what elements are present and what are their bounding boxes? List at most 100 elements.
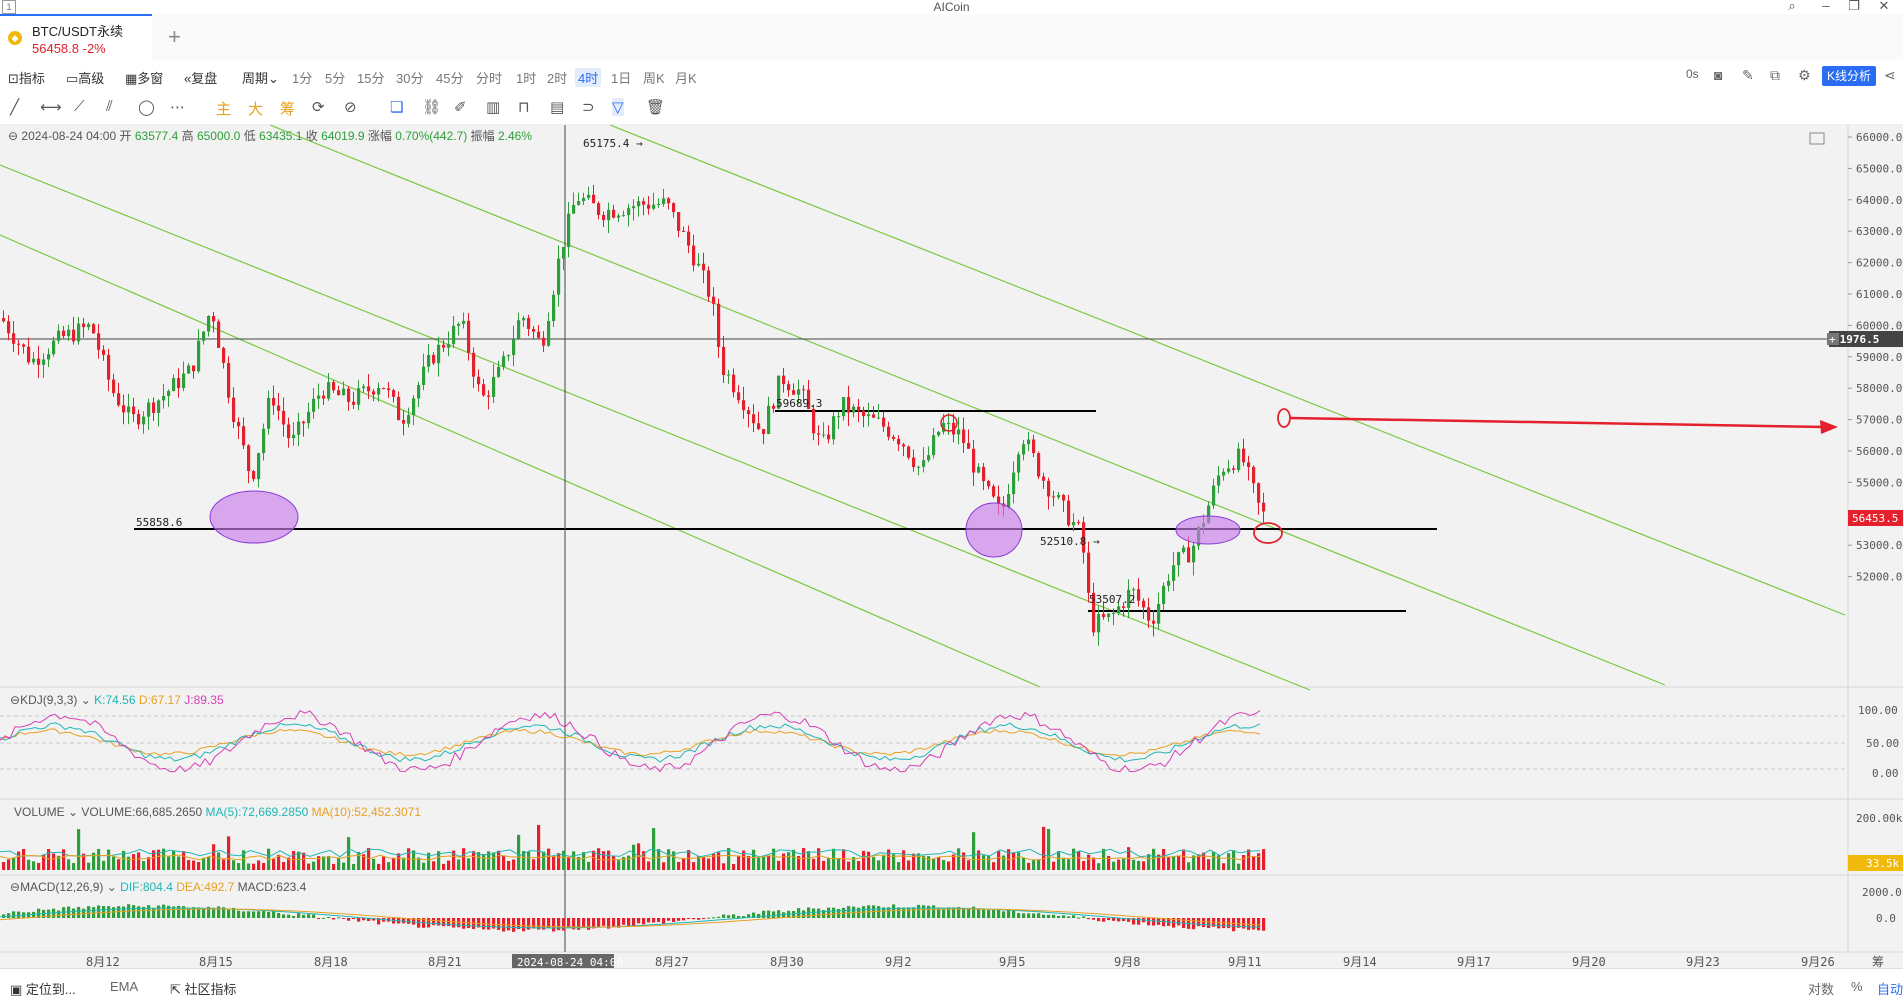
- trash-icon[interactable]: 🗑: [646, 99, 666, 116]
- chip-corner[interactable]: 筹: [1872, 955, 1884, 969]
- period-30m[interactable]: 30分: [396, 71, 424, 86]
- symbol-tab[interactable]: ◆ BTC/USDT永续 56458.8 -2%: [0, 14, 152, 60]
- multi-window-button[interactable]: ▦多窗: [125, 71, 164, 86]
- highlight-ellipse[interactable]: [209, 490, 299, 544]
- macd-bar: [877, 906, 881, 918]
- indicator-button[interactable]: ⊡指标: [8, 71, 45, 86]
- volume-bar: [72, 863, 76, 870]
- volume-bar: [652, 828, 656, 870]
- add-alert-icon[interactable]: [1827, 333, 1839, 345]
- chart-canvas[interactable]: 65175.4 → 52510.8 → 55858.6 59689.3 5350…: [0, 124, 1903, 970]
- period-5m[interactable]: 5分: [325, 71, 346, 86]
- filter-icon[interactable]: ▽: [612, 98, 624, 116]
- period-1d[interactable]: 1日: [611, 71, 632, 86]
- camera-icon[interactable]: ◙: [1714, 67, 1723, 83]
- volume-bar: [342, 862, 346, 870]
- macd-bar: [172, 906, 176, 918]
- chip-toggle[interactable]: 筹: [280, 101, 296, 118]
- copy-icon[interactable]: ❏: [390, 99, 404, 116]
- candlesticks[interactable]: [2, 185, 1266, 646]
- volume-bar: [1252, 856, 1256, 870]
- channel-tool-icon[interactable]: ⫽: [106, 98, 113, 115]
- macd-bar: [972, 906, 976, 918]
- community-indicator-button[interactable]: ⇱ 社区指标: [170, 982, 237, 997]
- macd-bar: [327, 916, 331, 918]
- pen-icon[interactable]: ✎: [1742, 67, 1754, 83]
- period-1h[interactable]: 1时: [516, 71, 537, 86]
- brush-icon[interactable]: ✐: [454, 99, 467, 116]
- macd-bar: [1022, 913, 1026, 918]
- candle-body: [412, 398, 416, 416]
- refresh-icon[interactable]: ⟳: [312, 99, 325, 116]
- volume-bar: [372, 858, 376, 870]
- candle-body: [1007, 494, 1011, 508]
- chart-area[interactable]: 65175.4 → 52510.8 → 55858.6 59689.3 5350…: [0, 124, 1903, 970]
- period-month[interactable]: 月K: [675, 71, 697, 86]
- candle-body: [622, 215, 626, 217]
- period-4h[interactable]: 4时: [575, 68, 602, 87]
- expand-icon[interactable]: [1809, 132, 1825, 145]
- volume-bar: [1077, 851, 1081, 870]
- highlight-ellipse[interactable]: [965, 502, 1023, 558]
- trend-channel[interactable]: [0, 124, 1846, 691]
- settings-icon[interactable]: ⚙: [1798, 67, 1811, 83]
- volume-info[interactable]: VOLUME ⌄ VOLUME:66,685.2650 MA(5):72,669…: [14, 805, 421, 819]
- period-15m[interactable]: 15分: [357, 71, 385, 86]
- big-order-toggle[interactable]: 大: [248, 101, 264, 118]
- date-tick: 9月5: [999, 955, 1025, 968]
- log-scale-toggle[interactable]: 对数: [1808, 982, 1835, 997]
- alert-icon[interactable]: ▤: [550, 99, 565, 116]
- layout-icon[interactable]: ⧉: [1770, 67, 1780, 83]
- touch-point-circle[interactable]: [1253, 522, 1283, 544]
- candle-body: [367, 386, 371, 392]
- minimize-button[interactable]: –: [1822, 0, 1830, 13]
- locate-button[interactable]: ▣ 定位到...: [10, 982, 76, 997]
- plus-icon[interactable]: +: [1829, 333, 1836, 346]
- ray-tool-icon[interactable]: ⟋: [74, 98, 85, 115]
- candle-body: [887, 426, 891, 437]
- restore-button[interactable]: ❐: [1848, 0, 1860, 13]
- period-1m[interactable]: 1分: [292, 71, 313, 86]
- touch-point-circle[interactable]: [940, 414, 958, 432]
- auto-scale-toggle[interactable]: 自动: [1877, 982, 1903, 997]
- magnet-icon[interactable]: ⊃: [582, 99, 595, 116]
- ema-button[interactable]: EMA: [110, 979, 139, 994]
- replay-button[interactable]: «复盘: [184, 71, 218, 86]
- volume-bar: [892, 854, 896, 870]
- candle-body: [2, 318, 6, 322]
- highlight-ellipse[interactable]: [1175, 515, 1241, 545]
- collapse-icon[interactable]: ⊖: [8, 129, 19, 143]
- volume-bar: [12, 858, 16, 870]
- period-timeline[interactable]: 分时: [476, 71, 503, 86]
- candle-body: [462, 320, 466, 324]
- k-analysis-button[interactable]: K线分析: [1822, 66, 1877, 86]
- share-icon[interactable]: ⋖: [1884, 67, 1896, 83]
- percent-scale-toggle[interactable]: %: [1851, 979, 1863, 994]
- advanced-button[interactable]: ▭高级: [66, 71, 105, 86]
- volume-bar: [377, 863, 381, 870]
- horizontal-line-tool-icon[interactable]: ⟷: [40, 99, 62, 116]
- more-tools-icon[interactable]: ⋯: [170, 99, 185, 116]
- period-week[interactable]: 周K: [643, 71, 665, 86]
- close-button[interactable]: ✕: [1878, 0, 1890, 13]
- ellipse-tool-icon[interactable]: ◯: [138, 99, 155, 116]
- projection-arrow[interactable]: [1289, 416, 1827, 429]
- macd-bar: [687, 918, 691, 919]
- candle-body: [377, 388, 381, 395]
- macd-info[interactable]: ⊖MACD(12,26,9) ⌄ DIF:804.4 DEA:492.7 MAC…: [10, 880, 307, 894]
- lock-icon[interactable]: ⊓: [518, 99, 530, 116]
- period-dropdown[interactable]: 周期⌄: [242, 71, 279, 86]
- candle-body: [917, 466, 921, 468]
- candle-style-icon[interactable]: ▥: [486, 99, 501, 116]
- link-icon[interactable]: ⛓: [422, 99, 442, 116]
- volume-bar: [1062, 857, 1066, 870]
- macd-bar: [332, 918, 336, 920]
- add-tab-icon[interactable]: +: [168, 24, 181, 49]
- main-chart-toggle[interactable]: 主: [216, 101, 232, 118]
- hide-drawing-icon[interactable]: ⊘: [344, 99, 357, 116]
- line-tool-icon[interactable]: ╱: [10, 99, 20, 116]
- search-icon[interactable]: ⌕: [1788, 0, 1796, 13]
- period-2h[interactable]: 2时: [547, 71, 568, 86]
- kdj-info[interactable]: ⊖KDJ(9,3,3) ⌄ K:74.56 D:67.17 J:89.35: [10, 693, 224, 707]
- period-45m[interactable]: 45分: [436, 71, 464, 86]
